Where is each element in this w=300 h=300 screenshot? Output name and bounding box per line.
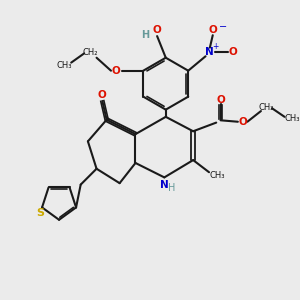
Text: O: O: [229, 47, 237, 57]
Text: CH₃: CH₃: [56, 61, 72, 70]
Text: O: O: [209, 25, 218, 35]
Text: O: O: [216, 94, 225, 104]
Text: O: O: [153, 25, 161, 35]
Text: N: N: [160, 180, 169, 190]
Text: CH₂: CH₂: [82, 48, 98, 57]
Text: CH₃: CH₃: [284, 114, 300, 123]
Text: H: H: [168, 183, 175, 194]
Text: CH₃: CH₃: [209, 172, 225, 181]
Text: −: −: [219, 22, 227, 32]
Text: +: +: [212, 42, 218, 51]
Text: N: N: [206, 47, 214, 57]
Text: H: H: [141, 30, 149, 40]
Text: CH₂: CH₂: [259, 103, 274, 112]
Text: O: O: [97, 90, 106, 100]
Text: O: O: [239, 117, 248, 127]
Text: O: O: [112, 66, 120, 76]
Text: S: S: [37, 208, 45, 218]
